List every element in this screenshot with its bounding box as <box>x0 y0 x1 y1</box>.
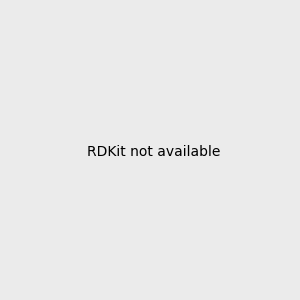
Text: RDKit not available: RDKit not available <box>87 145 220 158</box>
